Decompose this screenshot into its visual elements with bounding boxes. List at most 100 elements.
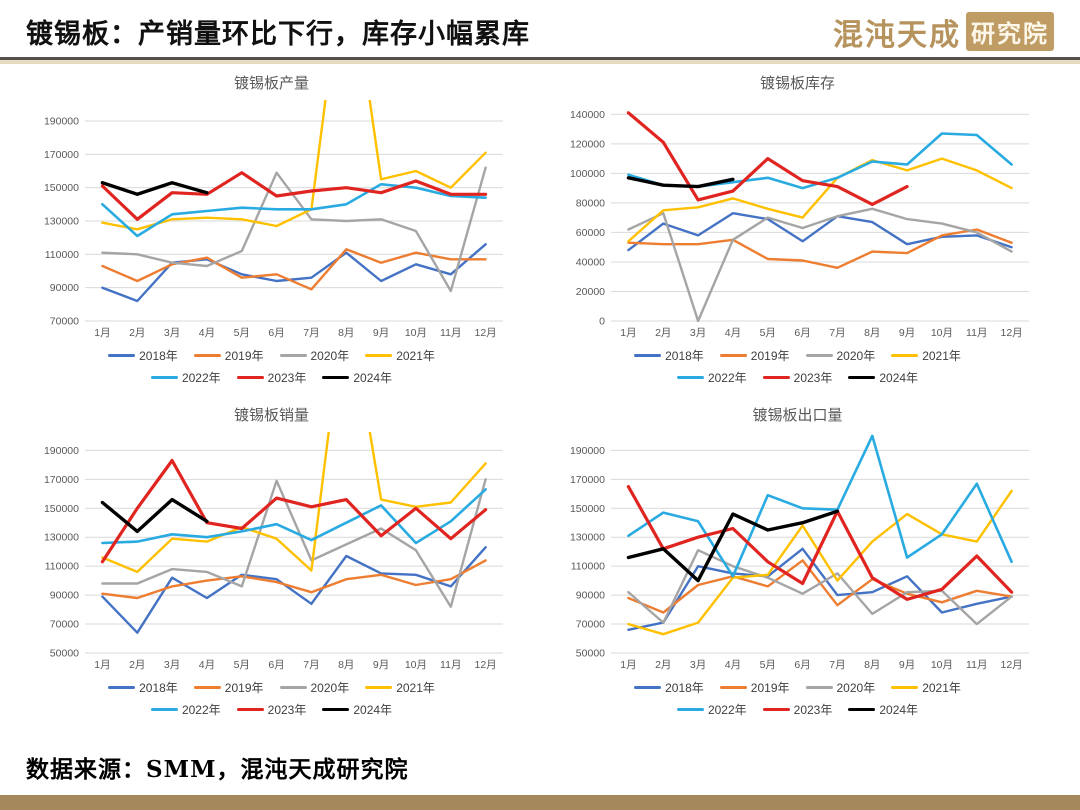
legend-label: 2019年 xyxy=(224,681,264,695)
y-tick-label: 110000 xyxy=(44,249,78,261)
y-tick-label: 170000 xyxy=(43,474,78,486)
series-line-2018年 xyxy=(100,546,487,634)
x-tick-label: 7月 xyxy=(829,659,845,671)
series-line-2022年 xyxy=(626,434,1013,578)
legend-label: 2022年 xyxy=(181,703,221,717)
legend-swatch-icon xyxy=(891,685,919,690)
legend-label: 2018年 xyxy=(139,349,178,363)
x-tick-label: 6月 xyxy=(268,659,284,671)
chart-card-production: 镀锡板产量 70000 90000 110000 130000 150000 170000… xyxy=(14,68,529,386)
y-tick-label: 130000 xyxy=(43,216,78,228)
x-tick-label: 1月 xyxy=(620,659,636,671)
legend-row: 2018年 2019年 2020年 2021年 xyxy=(634,347,961,364)
x-tick-label: 8月 xyxy=(338,327,354,339)
line-chart-inventory: 0 20000 40000 60000 80000 100000 120000 140000 1… xyxy=(569,109,1029,339)
series-line-2018年 xyxy=(626,547,1013,632)
series-line-2023年 xyxy=(100,171,487,221)
x-tick-label: 1月 xyxy=(94,327,110,339)
x-tick-label: 11月 xyxy=(440,659,461,671)
x-tick-label: 7月 xyxy=(829,327,845,339)
legend-row: 2022年 2023年 2024年 xyxy=(150,369,392,386)
x-tick-label: 12月 xyxy=(474,327,496,339)
legend-item-2019年: 2019年 xyxy=(719,347,790,364)
legend-item-2018年: 2018年 xyxy=(108,679,178,696)
x-tick-label: 10月 xyxy=(930,327,952,339)
chart-title-production: 镀锡板产量 xyxy=(233,75,309,92)
x-tick-label: 7月 xyxy=(303,659,319,671)
legend-item-2024年: 2024年 xyxy=(848,369,918,386)
x-tick-label: 8月 xyxy=(864,327,880,339)
legend-item-2023年: 2023年 xyxy=(762,369,832,386)
legend-swatch-icon xyxy=(719,685,747,690)
legend-label: 2018年 xyxy=(665,349,704,363)
y-tick-label: 100000 xyxy=(569,168,604,180)
y-tick-label: 170000 xyxy=(43,149,78,161)
x-tick-label: 12月 xyxy=(1000,327,1022,339)
legend-label: 2023年 xyxy=(267,371,307,385)
y-tick-label: 150000 xyxy=(43,182,78,194)
legend-swatch-icon xyxy=(236,707,264,712)
line-chart-exports: 50000 70000 90000 110000 130000 150000 170000 1… xyxy=(569,434,1029,671)
legend-swatch-icon xyxy=(848,707,876,712)
legend-item-2019年: 2019年 xyxy=(719,679,790,696)
y-tick-label: 90000 xyxy=(49,590,78,602)
x-tick-label: 11月 xyxy=(966,659,987,671)
legend-swatch-icon xyxy=(805,685,833,690)
legend-swatch-icon xyxy=(805,353,833,358)
chart-title-exports: 镀锡板出口量 xyxy=(752,407,843,424)
y-tick-label: 70000 xyxy=(49,619,78,631)
series-line-2019年 xyxy=(100,248,487,291)
logo: 混沌天成 研究院 xyxy=(833,10,1054,54)
legend-sales: 2018年 2019年 2020年 2021年 2022年 2023年 2024年 xyxy=(108,679,435,718)
chart-grid: 镀锡板产量 70000 90000 110000 130000 150000 170000… xyxy=(14,68,1070,718)
y-tick-label: 60000 xyxy=(575,227,604,239)
chart-title-inventory: 镀锡板库存 xyxy=(759,75,835,92)
legend-inventory: 2018年 2019年 2020年 2021年 2022年 2023年 2024年 xyxy=(634,347,961,386)
legend-label: 2021年 xyxy=(396,681,435,695)
x-tick-label: 3月 xyxy=(689,659,705,671)
legend-label: 2024年 xyxy=(879,371,919,385)
legend-swatch-icon xyxy=(762,375,790,380)
x-tick-label: 5月 xyxy=(759,327,775,339)
legend-row: 2018年 2019年 2020年 2021年 xyxy=(108,679,435,696)
legend-label: 2020年 xyxy=(310,681,350,695)
x-tick-label: 1月 xyxy=(620,327,636,339)
legend-item-2020年: 2020年 xyxy=(805,347,875,364)
legend-label: 2024年 xyxy=(879,703,919,717)
chart-card-sales: 镀锡板销量 50000 70000 90000 110000 130000 150000 1… xyxy=(14,400,529,718)
series-line-2024年 xyxy=(100,180,209,197)
legend-swatch-icon xyxy=(634,685,662,690)
page-title: 镀锡板：产销量环比下行，库存小幅累库 xyxy=(26,19,530,50)
series-line-2024年 xyxy=(626,176,735,189)
y-tick-label: 20000 xyxy=(575,286,604,298)
legend-production: 2018年 2019年 2020年 2021年 2022年 2023年 2024年 xyxy=(108,347,435,386)
series-line-2022年 xyxy=(100,183,487,238)
x-tick-label: 12月 xyxy=(474,659,496,671)
series-line-2019年 xyxy=(626,228,1013,270)
y-tick-label: 170000 xyxy=(569,474,604,486)
y-tick-label: 190000 xyxy=(43,445,78,457)
legend-label: 2021年 xyxy=(922,349,961,363)
y-tick-label: 50000 xyxy=(575,648,604,660)
legend-label: 2018年 xyxy=(139,681,178,695)
legend-item-2021年: 2021年 xyxy=(365,679,435,696)
legend-swatch-icon xyxy=(676,707,704,712)
legend-item-2024年: 2024年 xyxy=(322,369,392,386)
legend-row: 2018年 2019年 2020年 2021年 xyxy=(634,679,961,696)
x-tick-label: 8月 xyxy=(338,659,354,671)
legend-label: 2022年 xyxy=(707,703,747,717)
legend-exports: 2018年 2019年 2020年 2021年 2022年 2023年 2024年 xyxy=(634,679,961,718)
legend-item-2023年: 2023年 xyxy=(762,701,832,718)
legend-row: 2022年 2023年 2024年 xyxy=(150,701,392,718)
legend-item-2022年: 2022年 xyxy=(150,701,221,718)
legend-item-2021年: 2021年 xyxy=(891,679,961,696)
x-tick-label: 4月 xyxy=(724,327,740,339)
y-tick-label: 0 xyxy=(599,316,605,328)
data-source-note: 数据来源：SMM，混沌天成研究院 xyxy=(26,756,409,783)
legend-label: 2019年 xyxy=(224,349,264,363)
y-tick-label: 110000 xyxy=(44,561,78,573)
legend-swatch-icon xyxy=(848,375,876,380)
x-tick-label: 12月 xyxy=(1000,659,1022,671)
x-tick-label: 11月 xyxy=(440,327,461,339)
